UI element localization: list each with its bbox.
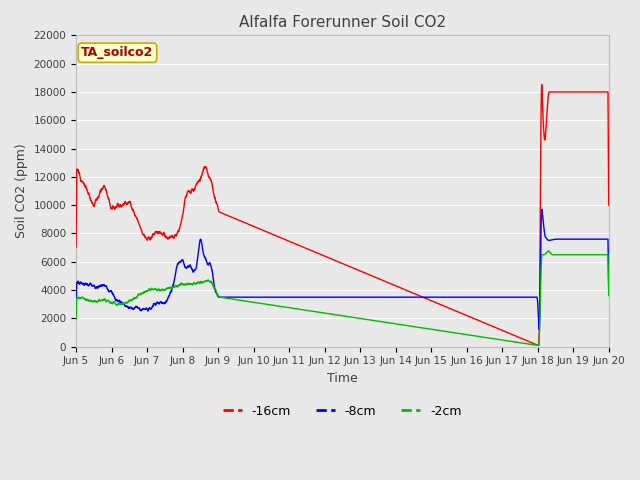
Y-axis label: Soil CO2 (ppm): Soil CO2 (ppm) [15,144,28,239]
X-axis label: Time: Time [327,372,358,385]
Title: Alfalfa Forerunner Soil CO2: Alfalfa Forerunner Soil CO2 [239,15,446,30]
Legend: -16cm, -8cm, -2cm: -16cm, -8cm, -2cm [218,400,467,423]
Text: TA_soilco2: TA_soilco2 [81,46,154,59]
